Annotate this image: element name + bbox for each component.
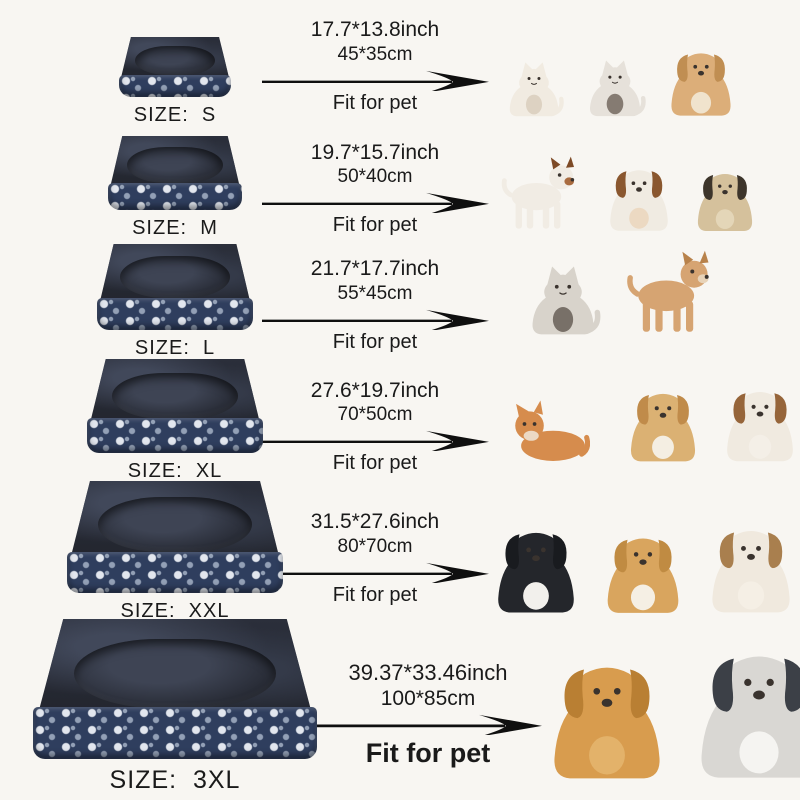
fit-for-pet-label: Fit for pet: [365, 738, 491, 769]
spec-column: 31.5*27.6inch 80*70cm Fit for pet: [260, 488, 490, 628]
pet-bed-photo-m: [108, 136, 242, 210]
pet-photo-white-kitten: [503, 44, 565, 120]
pet-bed-photo-l: [97, 244, 253, 330]
size-row-xxl: SIZE: XXL 31.5*27.6inch 80*70cm Fit for …: [0, 481, 800, 628]
pet-photo-border-collie: [490, 512, 582, 618]
bed-inner-cushion: [74, 639, 276, 708]
dimension-inch: 39.37*33.46inch: [348, 659, 508, 685]
fit-for-pet-label: Fit for pet: [332, 452, 418, 475]
pets-photo-group: [490, 0, 800, 132]
pet-photo-tan-puppy: [665, 42, 737, 120]
spec-column: 17.7*13.8inch 45*35cm Fit for pet: [260, 0, 490, 132]
size-label-m: SIZE: M: [132, 217, 218, 239]
dimension-inch: 31.5*27.6inch: [310, 510, 440, 534]
bed-plush-cushion: [121, 37, 229, 77]
size-row-s: SIZE: S 17.7*13.8inch 45*35cm Fit for pe…: [0, 0, 800, 132]
bed-column: SIZE: M: [0, 132, 350, 245]
spec-column: 27.6*19.7inch 70*50cm Fit for pet: [260, 365, 490, 488]
pet-photo-orange-tabby-cat: [490, 382, 606, 466]
dimension-inch: 19.7*15.7inch: [310, 140, 440, 164]
pets-photo-group: [490, 488, 800, 628]
size-row-m: SIZE: M 19.7*15.7inch 50*40cm Fit for pe…: [0, 132, 800, 245]
pet-photo-corgi-puppy: [624, 372, 702, 466]
dimension-cm: 70*50cm: [337, 404, 413, 426]
bed-plush-cushion: [110, 136, 240, 185]
pet-photo-jack-russell-terrier: [720, 372, 800, 466]
pet-photo-chihuahua: [620, 249, 716, 339]
pet-photo-golden-retriever: [543, 636, 671, 786]
bed-column: SIZE: 3XL: [0, 619, 350, 800]
size-row-l: SIZE: L 21.7*17.7inch 55*45cm Fit for pe…: [0, 244, 800, 365]
bed-front-band: [97, 298, 253, 330]
pet-photo-jack-russell-puppy-standing: [490, 155, 586, 235]
dimension-inch: 27.6*19.7inch: [310, 378, 440, 402]
bed-inner-cushion: [98, 497, 252, 552]
bed-front-band: [87, 418, 263, 453]
bed-front-band: [119, 74, 231, 97]
spec-column: 19.7*15.7inch 50*40cm Fit for pet: [260, 132, 490, 245]
pet-photo-alaskan-malamute: [689, 628, 800, 786]
dimension-cm: 50*40cm: [337, 166, 413, 188]
fit-arrow-icon: [262, 70, 489, 91]
bed-plush-cushion: [100, 244, 250, 301]
size-label-xxl: SIZE: XXL: [120, 600, 230, 622]
fit-for-pet-label: Fit for pet: [332, 330, 418, 353]
bed-column: SIZE: XL: [0, 359, 350, 488]
fit-arrow-icon: [315, 715, 542, 736]
bed-inner-cushion: [135, 45, 215, 76]
fit-arrow-icon: [262, 430, 489, 452]
dimension-cm: 100*85cm: [380, 687, 476, 711]
pet-photo-corgi: [600, 516, 686, 618]
bed-inner-cushion: [112, 372, 238, 419]
pet-photo-pug-puppy: [692, 165, 758, 235]
size-label-s: SIZE: S: [133, 104, 217, 126]
pet-photo-jack-russell-puppy-sitting: [604, 161, 674, 235]
bed-plush-cushion: [71, 481, 279, 555]
fit-for-pet-label: Fit for pet: [332, 91, 418, 114]
size-label-xl: SIZE: XL: [127, 460, 223, 482]
pet-bed-photo-s: [119, 37, 231, 97]
size-label-l: SIZE: L: [134, 337, 216, 359]
pet-photo-english-bulldog: [704, 520, 798, 618]
dimension-cm: 80*70cm: [337, 535, 413, 557]
pet-photo-siamese-kitten: [583, 40, 647, 120]
fit-arrow-icon: [262, 562, 489, 583]
pet-bed-photo-xxl: [67, 481, 283, 593]
bed-column: SIZE: S: [0, 0, 350, 132]
spec-column: 21.7*17.7inch 55*45cm Fit for pet: [260, 245, 490, 365]
pets-photo-group: [490, 245, 800, 365]
bed-front-band: [108, 182, 242, 210]
dimension-cm: 55*45cm: [337, 282, 413, 304]
fit-for-pet-label: Fit for pet: [332, 583, 418, 606]
bed-plush-cushion: [38, 619, 312, 712]
bed-inner-cushion: [119, 256, 231, 299]
size-row-3xl: SIZE: 3XL 39.37*33.46inch 100*85cm Fit f…: [0, 619, 800, 800]
dimension-inch: 21.7*17.7inch: [310, 257, 440, 281]
fit-arrow-icon: [262, 309, 489, 330]
dimension-cm: 45*35cm: [337, 43, 413, 65]
bed-inner-cushion: [127, 146, 223, 183]
pet-bed-photo-xl: [87, 359, 263, 453]
dimension-inch: 17.7*13.8inch: [310, 18, 440, 42]
bed-column: SIZE: XXL: [0, 481, 350, 628]
pets-photo-group: [490, 365, 800, 488]
pet-bed-photo-3xl: [33, 619, 317, 759]
bed-front-band: [33, 707, 317, 759]
fit-arrow-icon: [262, 192, 489, 214]
pet-photo-gray-white-longhair-cat: [524, 243, 602, 339]
size-row-xl: SIZE: XL 27.6*19.7inch 70*50cm Fit for p…: [0, 359, 800, 488]
pets-photo-group: [490, 132, 800, 245]
spec-column: 39.37*33.46inch 100*85cm Fit for pet: [313, 628, 543, 800]
fit-for-pet-label: Fit for pet: [332, 214, 418, 237]
size-label-3xl: SIZE: 3XL: [109, 766, 241, 794]
bed-plush-cushion: [90, 359, 260, 422]
pets-photo-group: [543, 628, 800, 800]
bed-front-band: [67, 551, 283, 593]
bed-column: SIZE: L: [0, 244, 350, 365]
